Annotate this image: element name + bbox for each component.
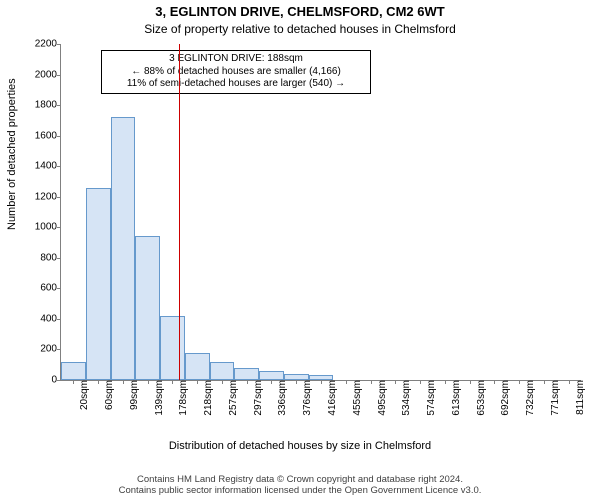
x-tick-label: 653sqm: [470, 380, 487, 416]
y-tick-label: 1600: [19, 130, 61, 141]
histogram-bar: [135, 236, 160, 380]
x-tick-label: 811sqm: [569, 380, 586, 415]
x-tick-label: 99sqm: [123, 380, 140, 410]
histogram-bar: [61, 362, 86, 380]
histogram-bar: [160, 316, 185, 380]
x-tick-label: 139sqm: [148, 380, 165, 416]
x-axis-label: Distribution of detached houses by size …: [0, 440, 600, 452]
y-tick-mark: [57, 319, 61, 320]
chart-container: 3, EGLINTON DRIVE, CHELMSFORD, CM2 6WT S…: [0, 0, 600, 500]
y-tick-mark: [57, 44, 61, 45]
y-tick-mark: [57, 197, 61, 198]
x-tick-label: 416sqm: [321, 380, 338, 416]
annotation-line-2: ← 88% of detached houses are smaller (4,…: [106, 66, 366, 79]
x-tick-label: 732sqm: [519, 380, 536, 416]
reference-line: [179, 44, 180, 380]
y-tick-label: 200: [19, 344, 61, 355]
y-tick-label: 1000: [19, 222, 61, 233]
y-tick-label: 1200: [19, 191, 61, 202]
histogram-bar: [86, 188, 111, 380]
y-tick-mark: [57, 105, 61, 106]
histogram-bar: [185, 353, 210, 380]
y-tick-mark: [57, 380, 61, 381]
y-tick-mark: [57, 75, 61, 76]
x-tick-label: 376sqm: [296, 380, 313, 416]
y-tick-mark: [57, 349, 61, 350]
x-tick-label: 60sqm: [98, 380, 115, 410]
footer-line-1: Contains HM Land Registry data © Crown c…: [0, 474, 600, 485]
plot-area: 3 EGLINTON DRIVE: 188sqm ← 88% of detach…: [60, 44, 581, 381]
y-tick-label: 1400: [19, 161, 61, 172]
y-tick-label: 0: [19, 375, 61, 386]
x-tick-label: 574sqm: [420, 380, 437, 416]
x-tick-label: 613sqm: [445, 380, 462, 416]
y-tick-label: 400: [19, 313, 61, 324]
y-tick-label: 2000: [19, 69, 61, 80]
x-tick-label: 257sqm: [222, 380, 239, 416]
histogram-bar: [210, 362, 235, 380]
y-tick-mark: [57, 258, 61, 259]
y-tick-label: 600: [19, 283, 61, 294]
x-tick-label: 297sqm: [247, 380, 264, 416]
y-axis-label: Number of detached properties: [6, 78, 18, 230]
x-tick-label: 20sqm: [73, 380, 90, 410]
y-tick-mark: [57, 227, 61, 228]
y-tick-label: 2200: [19, 39, 61, 50]
x-tick-label: 336sqm: [271, 380, 288, 416]
x-tick-label: 495sqm: [371, 380, 388, 416]
annotation-line-3: 11% of semi-detached houses are larger (…: [106, 78, 366, 91]
histogram-bar: [259, 371, 284, 380]
histogram-bar: [234, 368, 259, 380]
x-tick-label: 692sqm: [494, 380, 511, 416]
x-tick-label: 178sqm: [172, 380, 189, 416]
y-tick-label: 1800: [19, 100, 61, 111]
chart-subtitle: Size of property relative to detached ho…: [0, 22, 600, 36]
y-tick-mark: [57, 166, 61, 167]
annotation-box: 3 EGLINTON DRIVE: 188sqm ← 88% of detach…: [101, 50, 371, 94]
y-tick-mark: [57, 288, 61, 289]
x-tick-label: 455sqm: [346, 380, 363, 416]
footer: Contains HM Land Registry data © Crown c…: [0, 474, 600, 496]
chart-title: 3, EGLINTON DRIVE, CHELMSFORD, CM2 6WT: [0, 4, 600, 19]
footer-line-2: Contains public sector information licen…: [0, 485, 600, 496]
y-tick-mark: [57, 136, 61, 137]
x-tick-label: 771sqm: [544, 380, 561, 416]
histogram-bar: [111, 117, 136, 380]
x-tick-label: 218sqm: [197, 380, 214, 416]
x-tick-label: 534sqm: [395, 380, 412, 416]
y-tick-label: 800: [19, 252, 61, 263]
annotation-line-1: 3 EGLINTON DRIVE: 188sqm: [106, 53, 366, 66]
